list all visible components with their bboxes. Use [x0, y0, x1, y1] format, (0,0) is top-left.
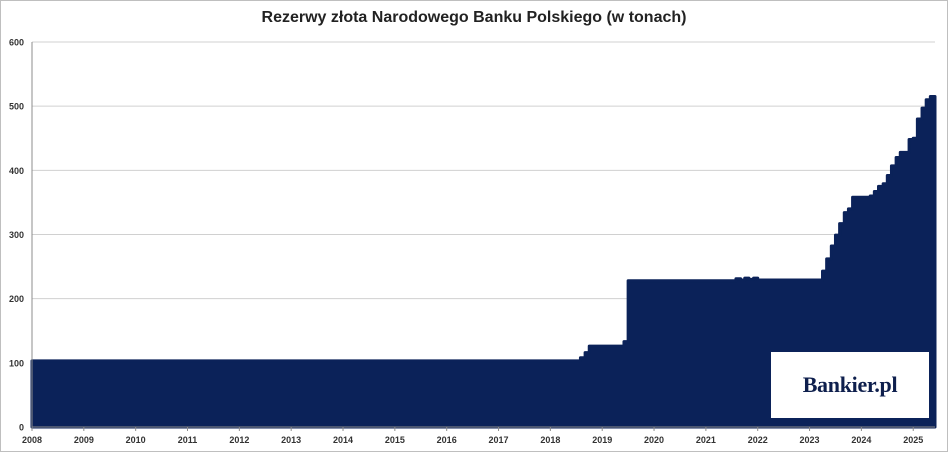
x-tick-label: 2012 — [229, 435, 249, 445]
x-tick-label: 2008 — [22, 435, 42, 445]
y-tick-label: 200 — [9, 294, 24, 304]
y-tick-label: 100 — [9, 358, 24, 368]
x-tick-label: 2013 — [281, 435, 301, 445]
y-tick-label: 0 — [19, 423, 24, 433]
x-tick-label: 2014 — [333, 435, 353, 445]
y-tick-label: 600 — [9, 38, 24, 48]
x-tick-label: 2017 — [489, 435, 509, 445]
x-tick-label: 2011 — [178, 435, 198, 445]
x-tick-label: 2023 — [800, 435, 820, 445]
bankier-logo: Bankier.pl — [771, 352, 929, 418]
x-tick-label: 2010 — [126, 435, 146, 445]
y-tick-label: 400 — [9, 166, 24, 176]
x-tick-label: 2020 — [644, 435, 664, 445]
x-tick-label: 2016 — [437, 435, 457, 445]
y-tick-label: 500 — [9, 102, 24, 112]
x-tick-label: 2024 — [851, 435, 871, 445]
x-tick-label: 2019 — [592, 435, 612, 445]
x-tick-label: 2021 — [696, 435, 716, 445]
x-tick-label: 2018 — [540, 435, 560, 445]
logo-text: Bankier.pl — [802, 372, 898, 397]
series-area-gold-reserves — [30, 95, 937, 429]
chart-title: Rezerwy złota Narodowego Banku Polskiego… — [261, 9, 687, 26]
y-tick-label: 300 — [9, 230, 24, 240]
x-tick-label: 2009 — [74, 435, 94, 445]
x-tick-label: 2022 — [748, 435, 768, 445]
x-tick-label: 2025 — [903, 435, 923, 445]
x-tick-label: 2015 — [385, 435, 405, 445]
